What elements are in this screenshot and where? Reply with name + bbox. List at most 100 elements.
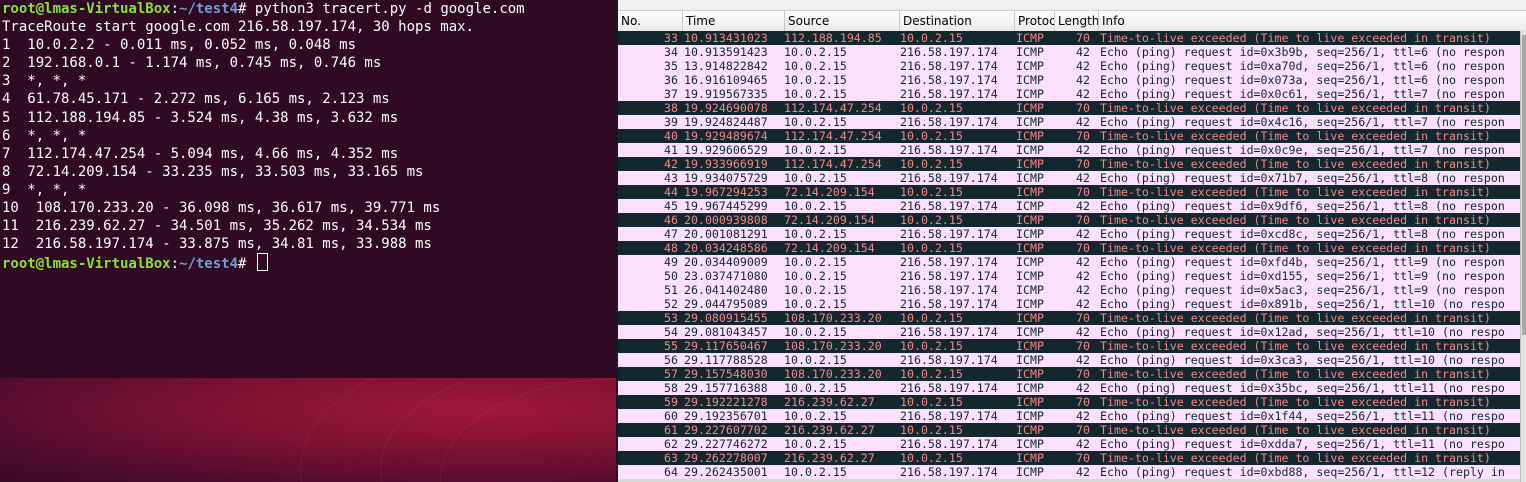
packet-length: 70 xyxy=(1076,241,1090,255)
packet-protocol: ICMP xyxy=(1016,437,1044,451)
packet-row[interactable]: 60 29.192356701 10.0.2.15 216.58.197.174 ICM… xyxy=(618,409,1520,423)
packet-info: Time-to-live exceeded (Time to live exce… xyxy=(1100,185,1491,199)
column-header-info[interactable]: Info xyxy=(1098,11,1526,32)
packet-info: Echo (ping) request id=0xcd8c, seq=256/1… xyxy=(1100,227,1505,241)
terminal-prompt-line-current[interactable]: root@lmas-VirtualBox:~/test4# xyxy=(0,253,616,272)
packet-time: 10.913591423 xyxy=(684,45,768,59)
packet-source: 10.0.2.15 xyxy=(784,465,847,479)
packet-row[interactable]: 45 19.967445299 10.0.2.15 216.58.197.174 ICM… xyxy=(618,199,1520,213)
packet-row[interactable]: 33 10.913431023 112.188.194.85 10.0.2.15 ICM… xyxy=(618,31,1520,45)
packet-row[interactable]: 51 26.041402480 10.0.2.15 216.58.197.174 ICM… xyxy=(618,283,1520,297)
horizontal-scrollbar[interactable] xyxy=(618,479,1520,482)
packet-row[interactable]: 56 29.117788528 10.0.2.15 216.58.197.174 ICM… xyxy=(618,353,1520,367)
packet-list-header: No. Time Source Destination Protoc Lengt… xyxy=(618,10,1526,33)
packet-row[interactable]: 38 19.924690078 112.174.47.254 10.0.2.15 ICM… xyxy=(618,101,1520,115)
packet-no: 48 xyxy=(664,241,678,255)
packet-source: 108.170.233.20 xyxy=(784,367,882,381)
packet-length: 42 xyxy=(1076,297,1090,311)
packet-row[interactable]: 47 20.001081291 10.0.2.15 216.58.197.174 ICM… xyxy=(618,227,1520,241)
packet-source: 10.0.2.15 xyxy=(784,353,847,367)
column-header-length[interactable]: Length xyxy=(1054,11,1098,32)
packet-destination: 10.0.2.15 xyxy=(900,367,963,381)
packet-info: Echo (ping) request id=0xbd88, seq=256/1… xyxy=(1100,465,1505,479)
column-header-destination[interactable]: Destination xyxy=(899,11,1014,32)
packet-protocol: ICMP xyxy=(1016,45,1044,59)
prompt-path: ~/test4 xyxy=(179,1,239,17)
packet-protocol: ICMP xyxy=(1016,31,1044,45)
column-header-time[interactable]: Time xyxy=(682,11,784,32)
packet-protocol: ICMP xyxy=(1016,87,1044,101)
packet-row[interactable]: 48 20.034248586 72.14.209.154 10.0.2.15 ICMP… xyxy=(618,241,1520,255)
packet-length: 42 xyxy=(1076,437,1090,451)
packet-time: 29.192356701 xyxy=(684,409,768,423)
scrollbar-thumb[interactable] xyxy=(1522,35,1526,335)
packet-source: 10.0.2.15 xyxy=(784,283,847,297)
terminal-output-line: 10 108.170.233.20 - 36.098 ms, 36.617 ms… xyxy=(2,200,441,217)
packet-row[interactable]: 35 13.914822842 10.0.2.15 216.58.197.174 ICM… xyxy=(618,59,1520,73)
packet-info: Time-to-live exceeded (Time to live exce… xyxy=(1100,241,1491,255)
packet-length: 42 xyxy=(1076,269,1090,283)
packet-info: Time-to-live exceeded (Time to live exce… xyxy=(1100,213,1491,227)
column-header-source[interactable]: Source xyxy=(784,11,899,32)
terminal-output-line: 1 10.0.2.2 - 0.011 ms, 0.052 ms, 0.048 m… xyxy=(2,37,357,54)
vertical-scrollbar[interactable] xyxy=(1520,31,1526,482)
packet-info: Time-to-live exceeded (Time to live exce… xyxy=(1100,367,1491,381)
packet-info: Echo (ping) request id=0xd155, seq=256/1… xyxy=(1100,269,1505,283)
packet-row[interactable]: 36 16.916109465 10.0.2.15 216.58.197.174 ICM… xyxy=(618,73,1520,87)
packet-row[interactable]: 59 29.192221278 216.239.62.27 10.0.2.15 ICMP… xyxy=(618,395,1520,409)
packet-destination: 10.0.2.15 xyxy=(900,157,963,171)
packet-row[interactable]: 54 29.081043457 10.0.2.15 216.58.197.174 ICM… xyxy=(618,325,1520,339)
packet-row[interactable]: 62 29.227746272 10.0.2.15 216.58.197.174 ICM… xyxy=(618,437,1520,451)
packet-source: 10.0.2.15 xyxy=(784,255,847,269)
packet-row[interactable]: 53 29.080915455 108.170.233.20 10.0.2.15 ICM… xyxy=(618,311,1520,325)
packet-protocol: ICMP xyxy=(1016,227,1044,241)
packet-time: 20.034248586 xyxy=(684,241,768,255)
packet-destination: 10.0.2.15 xyxy=(900,241,963,255)
packet-time: 29.227746272 xyxy=(684,437,768,451)
packet-source: 72.14.209.154 xyxy=(784,185,875,199)
packet-no: 56 xyxy=(664,353,678,367)
packet-length: 70 xyxy=(1076,339,1090,353)
packet-row[interactable]: 40 19.929489674 112.174.47.254 10.0.2.15 ICM… xyxy=(618,129,1520,143)
packet-time: 20.000939808 xyxy=(684,213,768,227)
terminal-window[interactable]: root@lmas-VirtualBox:~/test4# python3 tr… xyxy=(0,0,616,378)
packet-destination: 216.58.197.174 xyxy=(900,171,998,185)
packet-row[interactable]: 37 19.919567335 10.0.2.15 216.58.197.174 ICM… xyxy=(618,87,1520,101)
packet-length: 42 xyxy=(1076,115,1090,129)
packet-row[interactable]: 41 19.929606529 10.0.2.15 216.58.197.174 ICM… xyxy=(618,143,1520,157)
packet-length: 42 xyxy=(1076,325,1090,339)
packet-row[interactable]: 49 20.034409009 10.0.2.15 216.58.197.174 ICM… xyxy=(618,255,1520,269)
terminal-output-line: 5 112.188.194.85 - 3.524 ms, 4.38 ms, 3.… xyxy=(2,109,399,126)
packet-row[interactable]: 42 19.933966919 112.174.47.254 10.0.2.15 ICM… xyxy=(618,157,1520,171)
packet-row[interactable]: 64 29.262435001 10.0.2.15 216.58.197.174 ICM… xyxy=(618,465,1520,479)
packet-row[interactable]: 44 19.967294253 72.14.209.154 10.0.2.15 ICMP… xyxy=(618,185,1520,199)
packet-source: 10.0.2.15 xyxy=(784,143,847,157)
packet-row[interactable]: 58 29.157716388 10.0.2.15 216.58.197.174 ICM… xyxy=(618,381,1520,395)
packet-info: Time-to-live exceeded (Time to live exce… xyxy=(1100,423,1491,437)
packet-destination: 10.0.2.15 xyxy=(900,423,963,437)
packet-info: Echo (ping) request id=0xfd4b, seq=256/1… xyxy=(1100,255,1505,269)
packet-row[interactable]: 61 29.227607702 216.239.62.27 10.0.2.15 ICMP… xyxy=(618,423,1520,437)
column-header-no[interactable]: No. xyxy=(621,14,641,28)
packet-row[interactable]: 39 19.924824487 10.0.2.15 216.58.197.174 ICM… xyxy=(618,115,1520,129)
packet-info: Time-to-live exceeded (Time to live exce… xyxy=(1100,31,1491,45)
packet-length: 70 xyxy=(1076,101,1090,115)
packet-row[interactable]: 34 10.913591423 10.0.2.15 216.58.197.174 ICM… xyxy=(618,45,1520,59)
packet-protocol: ICMP xyxy=(1016,171,1044,185)
packet-time: 19.924824487 xyxy=(684,115,768,129)
packet-row[interactable]: 52 29.044795089 10.0.2.15 216.58.197.174 ICM… xyxy=(618,297,1520,311)
packet-row[interactable]: 50 23.037471080 10.0.2.15 216.58.197.174 ICM… xyxy=(618,269,1520,283)
packet-protocol: ICMP xyxy=(1016,157,1044,171)
packet-protocol: ICMP xyxy=(1016,297,1044,311)
packet-info: Echo (ping) request id=0x1f44, seq=256/1… xyxy=(1100,409,1505,423)
packet-row[interactable]: 57 29.157548030 108.170.233.20 10.0.2.15 ICM… xyxy=(618,367,1520,381)
packet-row[interactable]: 63 29.262278007 216.239.62.27 10.0.2.15 ICMP… xyxy=(618,451,1520,465)
packet-row[interactable]: 46 20.000939808 72.14.209.154 10.0.2.15 ICMP… xyxy=(618,213,1520,227)
column-header-protocol[interactable]: Protoc xyxy=(1014,11,1054,32)
packet-time: 29.157716388 xyxy=(684,381,768,395)
terminal-cursor xyxy=(256,253,268,272)
packet-row[interactable]: 43 19.934075729 10.0.2.15 216.58.197.174 ICM… xyxy=(618,171,1520,185)
packet-source: 72.14.209.154 xyxy=(784,213,875,227)
terminal-output-line: 3 *, *, * xyxy=(2,73,87,90)
packet-row[interactable]: 55 29.117650467 108.170.233.20 10.0.2.15 ICM… xyxy=(618,339,1520,353)
